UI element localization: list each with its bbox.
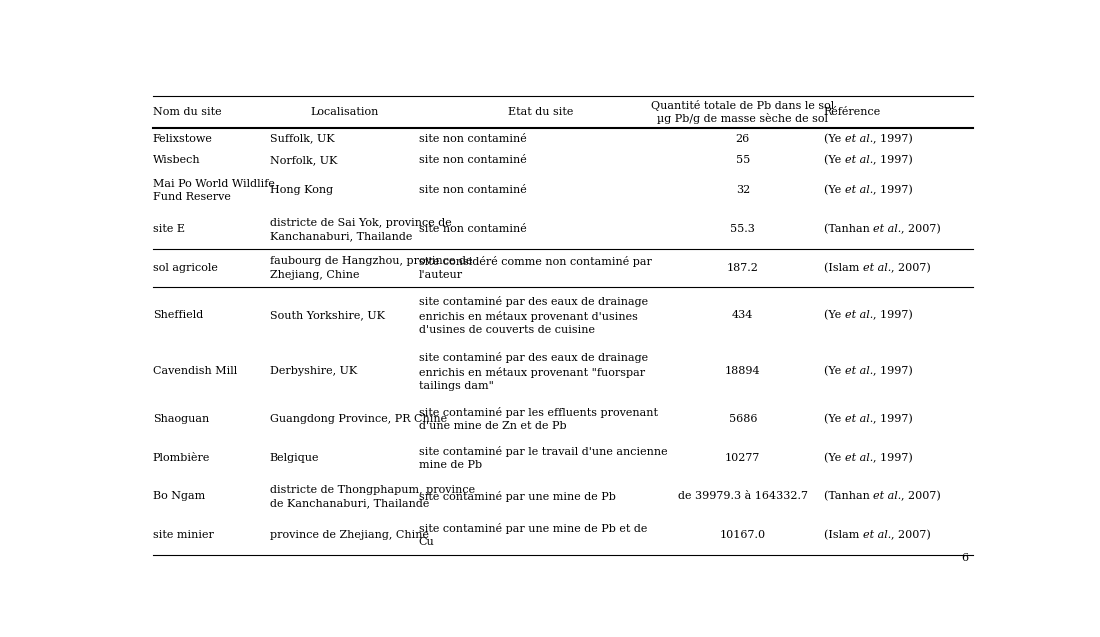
Text: et al.: et al. — [873, 492, 901, 501]
Text: (Ye: (Ye — [824, 414, 845, 424]
Text: site non contaminé: site non contaminé — [419, 134, 527, 144]
Text: sol agricole: sol agricole — [153, 263, 218, 273]
Text: , 1997): , 1997) — [872, 413, 913, 424]
Text: province de Zhejiang, Chine: province de Zhejiang, Chine — [270, 530, 429, 540]
Text: districte de Thongphapum, province
de Kanchanaburi, Thailande: districte de Thongphapum, province de Ka… — [270, 485, 475, 508]
Text: site contaminé par des eaux de drainage
enrichis en métaux provenant "fuorspar
t: site contaminé par des eaux de drainage … — [419, 352, 648, 391]
Text: 55.3: 55.3 — [730, 224, 756, 234]
Text: Suffolk, UK: Suffolk, UK — [270, 134, 334, 144]
Text: Guangdong Province, PR Chine: Guangdong Province, PR Chine — [270, 414, 447, 424]
Text: et al.: et al. — [862, 263, 891, 273]
Text: 187.2: 187.2 — [727, 263, 759, 273]
Text: , 1997): , 1997) — [872, 366, 913, 376]
Text: et al.: et al. — [845, 310, 872, 320]
Text: , 1997): , 1997) — [872, 134, 913, 144]
Text: Belgique: Belgique — [270, 453, 319, 462]
Text: 32: 32 — [736, 185, 750, 196]
Text: et al.: et al. — [862, 530, 891, 540]
Text: Cavendish Mill: Cavendish Mill — [153, 366, 238, 376]
Text: (Islam: (Islam — [824, 263, 862, 273]
Text: site non contaminé: site non contaminé — [419, 155, 527, 165]
Text: Shaoguan: Shaoguan — [153, 414, 209, 424]
Text: et al.: et al. — [873, 224, 901, 234]
Text: Wisbech: Wisbech — [153, 155, 200, 165]
Text: site non contaminé: site non contaminé — [419, 224, 527, 234]
Text: site contaminé par les effluents provenant
d'une mine de Zn et de Pb: site contaminé par les effluents provena… — [419, 407, 658, 431]
Text: , 2007): , 2007) — [891, 530, 931, 540]
Text: , 2007): , 2007) — [891, 263, 931, 273]
Text: 434: 434 — [733, 310, 754, 320]
Text: Quantité totale de Pb dans le sol
µg Pb/g de masse sèche de sol: Quantité totale de Pb dans le sol µg Pb/… — [651, 99, 835, 124]
Text: site E: site E — [153, 224, 185, 234]
Text: Bo Ngam: Bo Ngam — [153, 492, 205, 501]
Text: Référence: Référence — [824, 107, 881, 117]
Text: (Ye: (Ye — [824, 452, 845, 463]
Text: site contaminé par une mine de Pb et de
Cu: site contaminé par une mine de Pb et de … — [419, 523, 647, 547]
Text: Derbyshire, UK: Derbyshire, UK — [270, 366, 356, 376]
Text: faubourg de Hangzhou, province de
Zhejiang, Chine: faubourg de Hangzhou, province de Zhejia… — [270, 257, 472, 280]
Text: 10167.0: 10167.0 — [719, 530, 766, 540]
Text: , 2007): , 2007) — [901, 491, 942, 502]
Text: (Tanhan: (Tanhan — [824, 491, 873, 501]
Text: Etat du site: Etat du site — [507, 107, 573, 117]
Text: 5686: 5686 — [728, 414, 757, 424]
Text: 10277: 10277 — [725, 453, 760, 462]
Text: site contaminé par une mine de Pb: site contaminé par une mine de Pb — [419, 491, 616, 502]
Text: (Ye: (Ye — [824, 155, 845, 166]
Text: South Yorkshire, UK: South Yorkshire, UK — [270, 310, 385, 320]
Text: site contaminé par le travail d'une ancienne
mine de Pb: site contaminé par le travail d'une anci… — [419, 446, 668, 469]
Text: , 2007): , 2007) — [901, 224, 942, 234]
Text: (Tanhan: (Tanhan — [824, 224, 873, 234]
Text: Nom du site: Nom du site — [153, 107, 221, 117]
Text: et al.: et al. — [845, 453, 872, 462]
Text: 18894: 18894 — [725, 366, 760, 376]
Text: 26: 26 — [736, 134, 750, 144]
Text: et al.: et al. — [845, 185, 872, 196]
Text: Sheffield: Sheffield — [153, 310, 204, 320]
Text: et al.: et al. — [845, 414, 872, 424]
Text: districte de Sai Yok, province de
Kanchanaburi, Thailande: districte de Sai Yok, province de Kancha… — [270, 218, 451, 241]
Text: , 1997): , 1997) — [872, 155, 913, 166]
Text: (Ye: (Ye — [824, 134, 845, 144]
Text: Mai Po World Wildlife
Fund Reserve: Mai Po World Wildlife Fund Reserve — [153, 179, 275, 202]
Text: (Islam: (Islam — [824, 530, 862, 540]
Text: (Ye: (Ye — [824, 310, 845, 320]
Text: site considéré comme non contaminé par
l'auteur: site considéré comme non contaminé par l… — [419, 256, 651, 280]
Text: (Ye: (Ye — [824, 366, 845, 376]
Text: site contaminé par des eaux de drainage
enrichis en métaux provenant d'usines
d': site contaminé par des eaux de drainage … — [419, 296, 648, 335]
Text: Hong Kong: Hong Kong — [270, 185, 333, 196]
Text: Localisation: Localisation — [310, 107, 378, 117]
Text: site minier: site minier — [153, 530, 213, 540]
Text: 55: 55 — [736, 155, 750, 165]
Text: Norfolk, UK: Norfolk, UK — [270, 155, 337, 165]
Text: , 1997): , 1997) — [872, 185, 913, 196]
Text: (Ye: (Ye — [824, 185, 845, 196]
Text: et al.: et al. — [845, 134, 872, 144]
Text: et al.: et al. — [845, 155, 872, 165]
Text: de 39979.3 à 164332.7: de 39979.3 à 164332.7 — [678, 492, 807, 501]
Text: , 1997): , 1997) — [872, 310, 913, 320]
Text: Plombière: Plombière — [153, 453, 210, 462]
Text: , 1997): , 1997) — [872, 452, 913, 463]
Text: site non contaminé: site non contaminé — [419, 185, 527, 196]
Text: Felixstowe: Felixstowe — [153, 134, 212, 144]
Text: 6: 6 — [961, 553, 969, 563]
Text: et al.: et al. — [845, 366, 872, 376]
